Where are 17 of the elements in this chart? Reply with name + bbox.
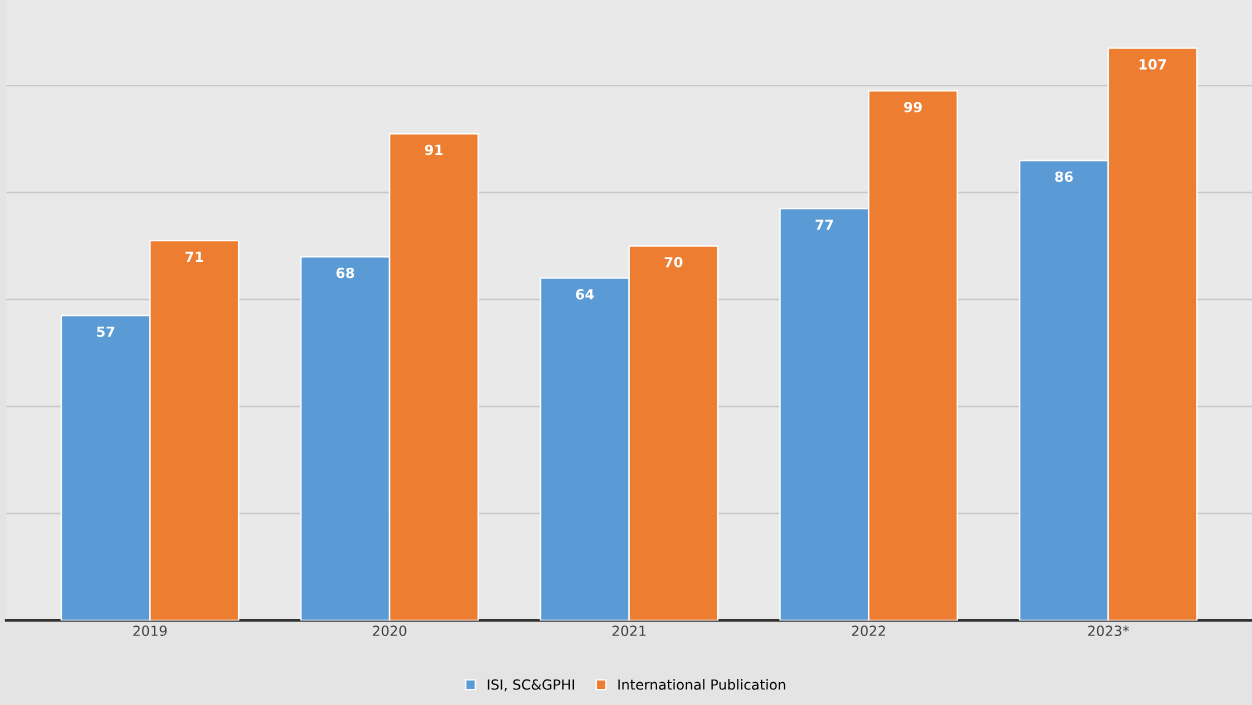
data-label: 71: [185, 251, 204, 262]
x-tick-label: 2020: [372, 625, 407, 637]
data-label: 107: [1139, 59, 1166, 70]
data-label: 91: [424, 144, 443, 156]
x-tick-label: 2023*: [1088, 625, 1129, 637]
x-tick-label: 2021: [612, 625, 646, 637]
legend-label: ISI, SC&GPHI: [487, 679, 575, 692]
data-label: 70: [664, 256, 683, 268]
x-tick-label: 2022: [852, 625, 885, 637]
data-label: 68: [336, 267, 355, 279]
legend-label: International Publication: [618, 679, 786, 690]
x-tick-label: 2019: [133, 625, 167, 637]
data-label: 57: [97, 326, 115, 337]
data-label: 64: [576, 289, 594, 300]
data-label: 86: [1055, 171, 1073, 182]
data-label: 77: [815, 219, 833, 230]
data-label: 99: [904, 101, 922, 113]
